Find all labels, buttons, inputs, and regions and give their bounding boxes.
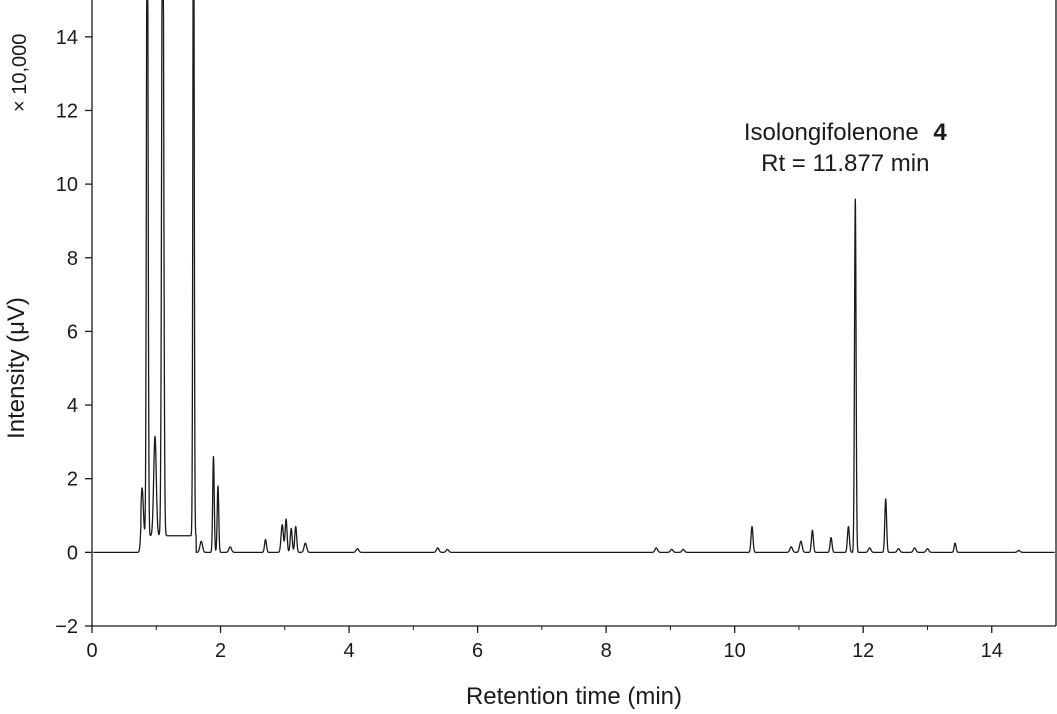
y-tick-label: 6 xyxy=(67,321,78,343)
y-tick-label: 2 xyxy=(67,469,78,491)
y-tick-label: 8 xyxy=(67,248,78,270)
plot-frame xyxy=(91,0,1057,627)
y-axis-label: Intensity (μV) xyxy=(3,297,30,439)
x-tick-label: 12 xyxy=(852,640,874,662)
y-axis-multiplier: × 10,000 xyxy=(9,34,31,112)
y-tick-label: 14 xyxy=(56,27,78,49)
y-axis-ticks: −2 0 2 4 6 8 10 12 14 xyxy=(55,27,92,638)
x-tick-label: 10 xyxy=(724,640,746,662)
x-tick-label: 2 xyxy=(215,640,226,662)
x-axis-label: Retention time (min) xyxy=(466,683,682,710)
peak-compound-number: 4 xyxy=(933,119,947,146)
chromatogram-trace xyxy=(92,0,1056,553)
y-tick-label: 12 xyxy=(56,100,78,122)
y-tick-label: −2 xyxy=(55,616,78,638)
x-tick-label: 4 xyxy=(344,640,355,662)
peak-compound-name: Isolongifolenone xyxy=(744,119,919,146)
peak-annotation-name: Isolongifolenone 4 xyxy=(744,119,947,146)
x-tick-label: 8 xyxy=(601,640,612,662)
y-tick-label: 4 xyxy=(67,395,78,417)
x-tick-label: 14 xyxy=(981,640,1003,662)
peak-retention-time: Rt = 11.877 min xyxy=(761,150,929,177)
x-tick-label: 6 xyxy=(472,640,483,662)
x-axis-ticks: 0 2 4 6 8 10 12 14 xyxy=(86,626,1003,662)
y-tick-label: 0 xyxy=(67,542,78,564)
y-tick-label: 10 xyxy=(56,174,78,196)
x-tick-label: 0 xyxy=(86,640,97,662)
